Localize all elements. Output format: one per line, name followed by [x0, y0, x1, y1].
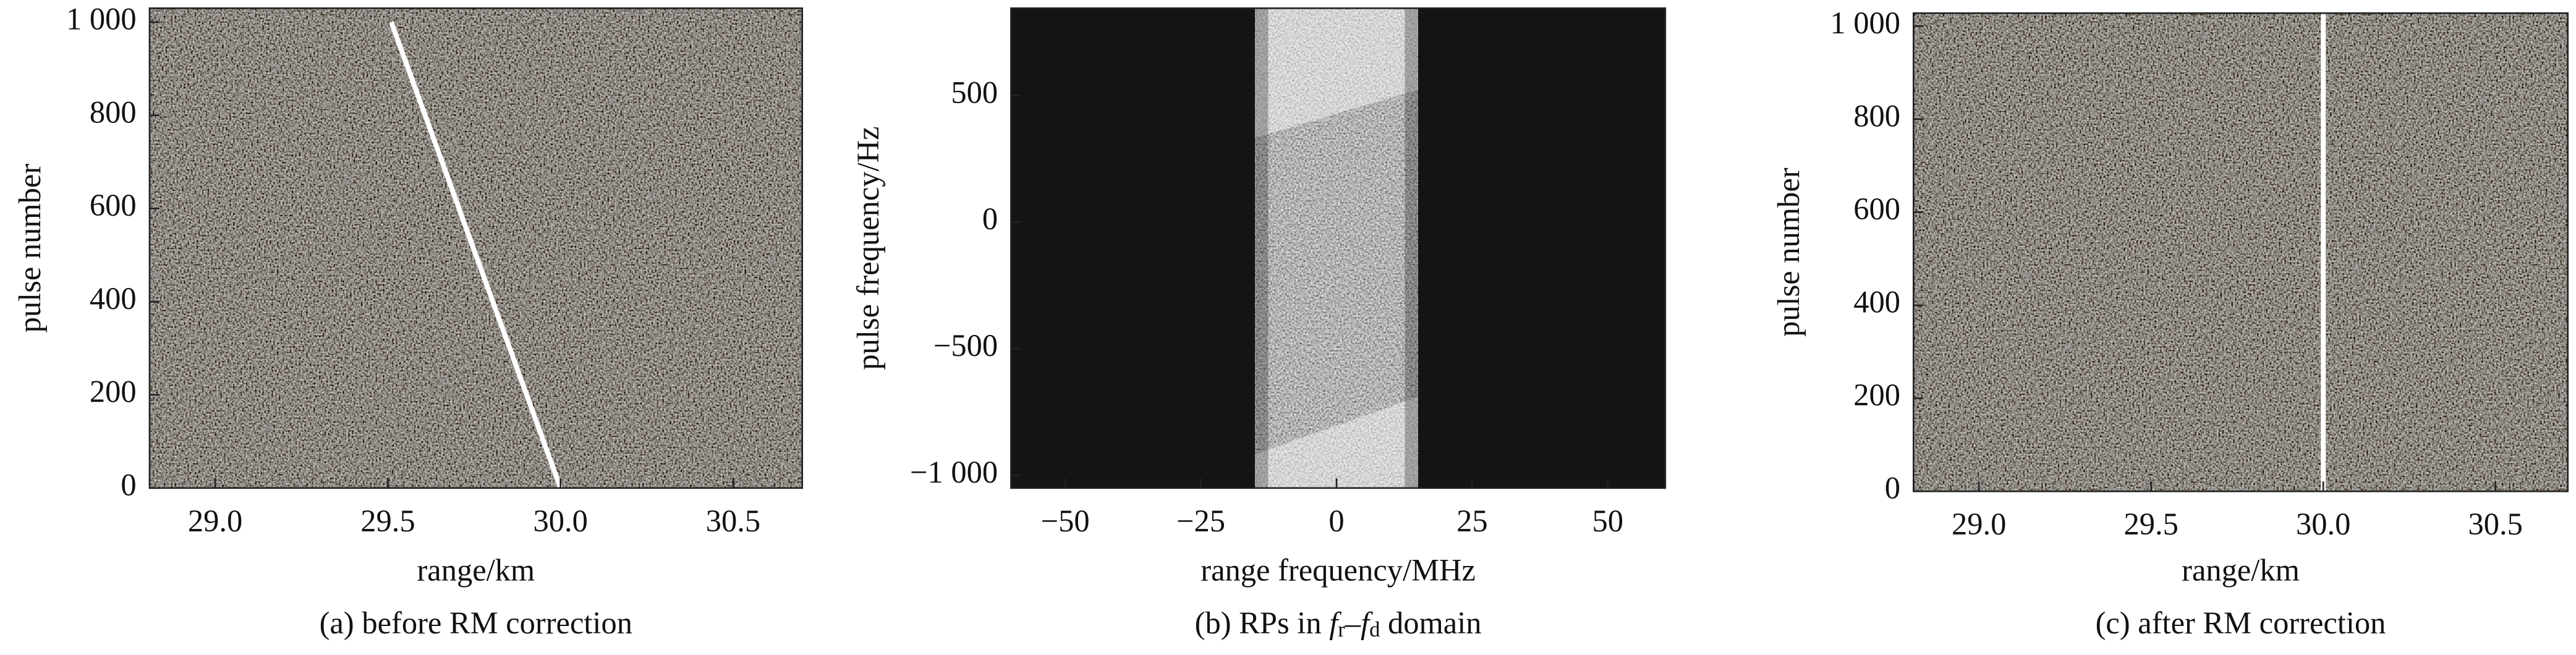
- caption: (a) before RM correction: [320, 606, 632, 640]
- band-shade: [1255, 8, 1269, 488]
- y-tick-label: 500: [951, 75, 998, 109]
- plot-frame: [1913, 12, 2569, 492]
- x-tick-label: 0: [1328, 504, 1344, 538]
- y-axis-label: pulse frequency/Hz: [851, 126, 885, 370]
- plot-frame: [1010, 7, 1667, 489]
- y-tick-label: 200: [1853, 378, 1900, 412]
- caption-part: d: [1369, 618, 1380, 641]
- x-axis-label: range/km: [2182, 553, 2300, 588]
- panel: 29.0 29.5 30.0 30.5 0 200 400 600 800 1 000 range/…: [12, 2, 804, 640]
- noise-background: [1913, 13, 2568, 492]
- y-tick-label: 0: [121, 467, 136, 502]
- y-tick-label: −500: [933, 328, 998, 363]
- x-tick-label: 29.0: [1952, 507, 2006, 541]
- x-tick-label: 29.5: [2123, 507, 2178, 541]
- caption-part: –: [1345, 606, 1361, 640]
- y-tick-label: 200: [90, 374, 137, 409]
- y-tick-label: 600: [1853, 192, 1900, 226]
- y-tick-label: 400: [90, 281, 137, 316]
- panel: −50 −25 0 25 50 −1 000 −500 0 500 range frequency…: [851, 7, 1667, 641]
- bright-stripe: [1255, 8, 1418, 138]
- y-tick-label: 0: [1885, 471, 1900, 505]
- y-tick-label: 800: [1853, 99, 1900, 133]
- y-tick-label: 600: [90, 188, 137, 222]
- x-tick-label: 50: [1592, 504, 1624, 538]
- y-tick-label: 1 000: [1830, 6, 1900, 40]
- y-axis-label: pulse number: [12, 164, 47, 333]
- x-tick-label: −50: [1041, 504, 1090, 538]
- caption-part: (b) RPs in: [1195, 606, 1330, 640]
- caption: (c) after RM correction: [2096, 606, 2386, 640]
- y-tick-label: 1 000: [66, 2, 137, 36]
- band-shade: [1405, 8, 1418, 488]
- x-tick-label: 30.5: [706, 504, 760, 538]
- y-axis-label: pulse number: [1771, 167, 1806, 337]
- x-axis-label: range/km: [417, 553, 535, 588]
- caption: (b) RPs in fr–fd domain: [1195, 606, 1482, 641]
- x-tick-label: 29.0: [188, 504, 242, 538]
- x-tick-label: 30.0: [2296, 507, 2350, 541]
- bright-stripe: [1255, 397, 1418, 488]
- x-tick-label: 30.0: [533, 504, 587, 538]
- x-tick-label: 30.5: [2468, 507, 2523, 541]
- y-tick-label: 400: [1853, 285, 1900, 319]
- band: [1255, 8, 1418, 488]
- y-tick-label: 800: [90, 95, 137, 129]
- y-tick-label: 0: [982, 201, 998, 236]
- panel: 29.0 29.5 30.0 30.5 0 200 400 600 800 1 000 range/…: [1771, 6, 2569, 640]
- caption-part: r: [1338, 618, 1345, 641]
- x-axis-label: range frequency/MHz: [1201, 553, 1476, 588]
- x-tick-label: 29.5: [360, 504, 415, 538]
- data-line: [389, 21, 563, 489]
- plot-frame: [148, 7, 804, 489]
- y-tick-label: −1 000: [910, 455, 998, 489]
- x-tick-label: 25: [1456, 504, 1488, 538]
- caption-part: domain: [1380, 606, 1481, 640]
- x-tick-label: −25: [1176, 504, 1225, 538]
